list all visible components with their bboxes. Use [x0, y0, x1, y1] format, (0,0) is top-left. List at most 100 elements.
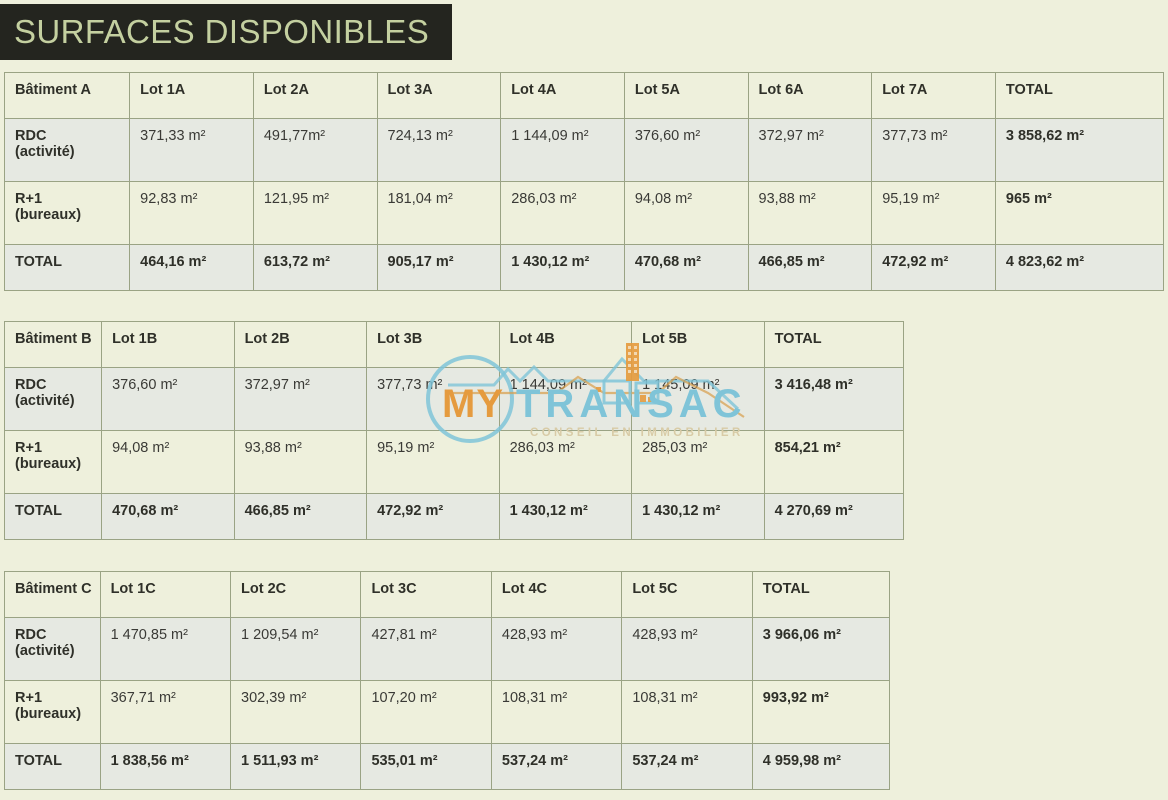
- row-label: R+1 (bureaux): [4, 680, 101, 744]
- column-header-lot-5c: Lot 5C: [621, 571, 753, 618]
- surface-value-cell: 4 823,62 m²: [994, 244, 1165, 291]
- surface-value-cell: 302,39 m²: [230, 680, 362, 744]
- page-title: SURFACES DISPONIBLES: [14, 13, 430, 50]
- surface-value-cell: 1 145,09 m²: [631, 367, 765, 431]
- surfaces-table-batiment-c: Bâtiment C Lot 1C Lot 2C Lot 3C Lot 4C Lot 5C…: [4, 571, 891, 790]
- surface-value-cell: 905,17 m²: [376, 244, 502, 291]
- table-row: TOTAL 1 838,56 m² 1 511,93 m² 535,01 m² 537,…: [4, 743, 891, 790]
- surface-value-cell: 1 430,12 m²: [631, 493, 765, 540]
- surface-value-cell: 1 430,12 m²: [498, 493, 633, 540]
- table-row: R+1 (bureaux) 94,08 m² 93,88 m² 95,19 m² 286,…: [3, 430, 905, 494]
- column-header-lot-5b: Lot 5B: [631, 321, 765, 368]
- column-header-lot-4a: Lot 4A: [500, 72, 625, 119]
- column-header-lot-1a: Lot 1A: [129, 72, 254, 119]
- column-header-building: Bâtiment C: [4, 571, 101, 618]
- column-header-lot-3b: Lot 3B: [366, 321, 500, 368]
- surface-value-cell: 470,68 m²: [101, 493, 235, 540]
- surface-value-cell: 464,16 m²: [129, 244, 254, 291]
- table-header-row: Bâtiment A Lot 1A Lot 2A Lot 3A Lot 4A Lot 5A…: [3, 72, 1165, 119]
- column-header-total: TOTAL: [763, 321, 905, 368]
- surface-value-cell: 285,03 m²: [631, 430, 765, 494]
- surface-value-cell: 377,73 m²: [366, 367, 500, 431]
- surface-value-cell: 466,85 m²: [233, 493, 368, 540]
- table-row: RDC (activité) 376,60 m² 372,97 m² 377,73 m²…: [3, 367, 905, 431]
- row-label: RDC (activité): [3, 118, 131, 182]
- surface-value-cell: 1 144,09 m²: [500, 118, 625, 182]
- surface-value-cell: 472,92 m²: [366, 493, 500, 540]
- column-header-building: Bâtiment B: [3, 321, 103, 368]
- surface-value-cell: 993,92 m²: [751, 680, 891, 744]
- surface-value-cell: 92,83 m²: [129, 181, 254, 245]
- surface-value-cell: 470,68 m²: [623, 244, 749, 291]
- table-row: TOTAL 464,16 m² 613,72 m² 905,17 m² 1 430,12…: [3, 244, 1165, 291]
- row-label: TOTAL: [3, 244, 131, 291]
- surface-value-cell: 491,77m²: [252, 118, 378, 182]
- surface-value-cell: 427,81 m²: [360, 617, 492, 681]
- surface-value-cell: 372,97 m²: [747, 118, 873, 182]
- surface-value-cell: 1 144,09 m²: [498, 367, 633, 431]
- surface-value-cell: 3 858,62 m²: [994, 118, 1165, 182]
- surface-value-cell: 367,71 m²: [99, 680, 232, 744]
- surface-value-cell: 613,72 m²: [252, 244, 378, 291]
- surface-value-cell: 286,03 m²: [500, 181, 625, 245]
- surface-value-cell: 286,03 m²: [498, 430, 633, 494]
- column-header-lot-7a: Lot 7A: [871, 72, 996, 119]
- row-label: R+1 (bureaux): [3, 430, 103, 494]
- column-header-lot-5a: Lot 5A: [623, 72, 749, 119]
- surface-value-cell: 535,01 m²: [360, 743, 492, 790]
- surface-value-cell: 181,04 m²: [376, 181, 502, 245]
- row-label: TOTAL: [4, 743, 101, 790]
- surfaces-table-batiment-b: Bâtiment B Lot 1B Lot 2B Lot 3B Lot 4B Lot 5B…: [3, 321, 905, 540]
- surface-value-cell: 376,60 m²: [101, 367, 235, 431]
- surface-value-cell: 428,93 m²: [490, 617, 623, 681]
- column-header-total: TOTAL: [994, 72, 1165, 119]
- surface-value-cell: 94,08 m²: [101, 430, 235, 494]
- surface-value-cell: 3 966,06 m²: [751, 617, 891, 681]
- surface-value-cell: 377,73 m²: [871, 118, 996, 182]
- surface-value-cell: 93,88 m²: [747, 181, 873, 245]
- surface-value-cell: 4 270,69 m²: [763, 493, 905, 540]
- surface-value-cell: 965 m²: [994, 181, 1165, 245]
- table-row: R+1 (bureaux) 92,83 m² 121,95 m² 181,04 m² 28…: [3, 181, 1165, 245]
- surface-value-cell: 537,24 m²: [490, 743, 623, 790]
- column-header-lot-2b: Lot 2B: [233, 321, 368, 368]
- column-header-lot-2a: Lot 2A: [252, 72, 378, 119]
- surface-value-cell: 107,20 m²: [360, 680, 492, 744]
- column-header-lot-6a: Lot 6A: [747, 72, 873, 119]
- table-row: RDC (activité) 371,33 m² 491,77m² 724,13 m² 1…: [3, 118, 1165, 182]
- surfaces-table-batiment-a: Bâtiment A Lot 1A Lot 2A Lot 3A Lot 4A Lot 5A…: [3, 72, 1165, 291]
- surface-value-cell: 472,92 m²: [871, 244, 996, 291]
- surface-value-cell: 95,19 m²: [366, 430, 500, 494]
- table-row: R+1 (bureaux) 367,71 m² 302,39 m² 107,20 m² 1…: [4, 680, 891, 744]
- column-header-lot-2c: Lot 2C: [230, 571, 362, 618]
- surface-value-cell: 108,31 m²: [621, 680, 753, 744]
- column-header-lot-1c: Lot 1C: [99, 571, 232, 618]
- surface-value-cell: 371,33 m²: [129, 118, 254, 182]
- surface-value-cell: 1 430,12 m²: [500, 244, 625, 291]
- surface-value-cell: 854,21 m²: [763, 430, 905, 494]
- table-row: TOTAL 470,68 m² 466,85 m² 472,92 m² 1 430,12…: [3, 493, 905, 540]
- surface-value-cell: 3 416,48 m²: [763, 367, 905, 431]
- surface-value-cell: 121,95 m²: [252, 181, 378, 245]
- title-banner: SURFACES DISPONIBLES: [0, 4, 452, 60]
- row-label: RDC (activité): [4, 617, 101, 681]
- surface-value-cell: 4 959,98 m²: [751, 743, 891, 790]
- table-header-row: Bâtiment B Lot 1B Lot 2B Lot 3B Lot 4B Lot 5B…: [3, 321, 905, 368]
- column-header-lot-1b: Lot 1B: [101, 321, 235, 368]
- column-header-lot-4b: Lot 4B: [498, 321, 633, 368]
- surface-value-cell: 724,13 m²: [376, 118, 502, 182]
- surface-value-cell: 1 470,85 m²: [99, 617, 232, 681]
- surface-value-cell: 1 838,56 m²: [99, 743, 232, 790]
- surface-value-cell: 1 209,54 m²: [230, 617, 362, 681]
- surface-value-cell: 108,31 m²: [490, 680, 623, 744]
- column-header-lot-4c: Lot 4C: [490, 571, 623, 618]
- column-header-lot-3c: Lot 3C: [360, 571, 492, 618]
- surface-value-cell: 466,85 m²: [747, 244, 873, 291]
- surface-value-cell: 428,93 m²: [621, 617, 753, 681]
- surface-value-cell: 93,88 m²: [233, 430, 368, 494]
- surface-value-cell: 537,24 m²: [621, 743, 753, 790]
- row-label: TOTAL: [3, 493, 103, 540]
- surface-value-cell: 372,97 m²: [233, 367, 368, 431]
- column-header-lot-3a: Lot 3A: [376, 72, 502, 119]
- table-header-row: Bâtiment C Lot 1C Lot 2C Lot 3C Lot 4C Lot 5C…: [4, 571, 891, 618]
